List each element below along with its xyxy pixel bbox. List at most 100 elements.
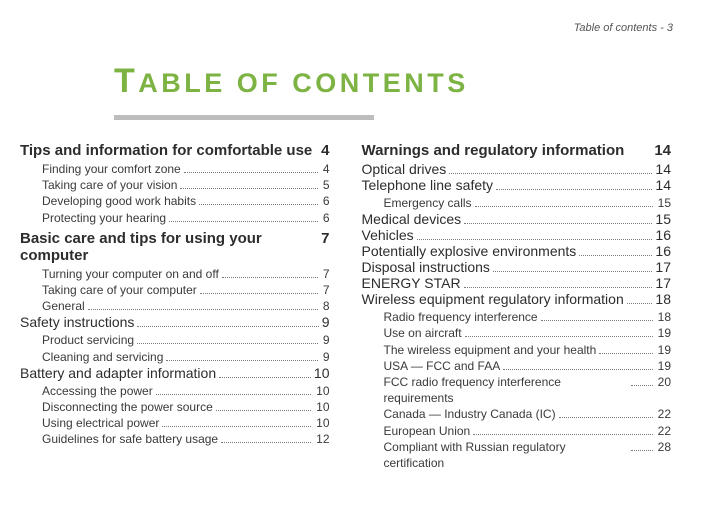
toc-entry: Taking care of your computer 7: [42, 282, 330, 298]
toc-entry: USA — FCC and FAA 19: [384, 358, 672, 374]
sub-page: 16: [655, 243, 671, 259]
leader-dots: [631, 377, 653, 386]
entry-label: Radio frequency interference: [384, 309, 538, 325]
leader-dots: [464, 277, 653, 289]
leader-dots: [166, 351, 317, 360]
toc-entry: Turning your computer on and off7: [42, 266, 330, 282]
running-head: Table of contents - 3: [18, 22, 673, 34]
toc-section: Tips and information for comfortable use…: [20, 142, 330, 159]
sub-label: Disposal instructions: [362, 259, 490, 275]
entry-label: Product servicing: [42, 332, 134, 348]
toc-entry: European Union22: [384, 423, 672, 439]
sub-page: 15: [655, 211, 671, 227]
toc-entry: Radio frequency interference18: [384, 309, 672, 325]
toc-subsection: Telephone line safety14: [362, 177, 672, 193]
toc-subsection: Optical drives 14: [362, 161, 672, 177]
entry-page: 6: [321, 193, 330, 209]
entry-page: 28: [656, 439, 671, 455]
sub-label: Vehicles: [362, 227, 414, 243]
entry-label: European Union: [384, 423, 471, 439]
col-left: Tips and information for comfortable use…: [20, 142, 330, 471]
entry-label: FCC radio frequency interference require…: [384, 374, 628, 406]
entry-label: Accessing the power: [42, 383, 153, 399]
toc-entry: FCC radio frequency interference require…: [384, 374, 672, 406]
entry-label: USA — FCC and FAA: [384, 358, 501, 374]
title-cap-1: T: [114, 62, 138, 100]
sub-label: Wireless equipment regulatory informatio…: [362, 291, 624, 307]
entry-label: Finding your comfort zone: [42, 161, 181, 177]
leader-dots: [579, 245, 652, 257]
toc-subsection: Safety instructions9: [20, 314, 330, 330]
toc-entry: Disconnecting the power source10: [42, 399, 330, 415]
toc-entry: Accessing the power 10: [42, 383, 330, 399]
doc-title: TABLE OF CONTENTS: [114, 62, 673, 101]
toc-entry: Cleaning and servicing9: [42, 349, 330, 365]
entry-label: Compliant with Russian regulatory certif…: [384, 439, 628, 471]
leader-dots: [449, 163, 652, 175]
section-title: Tips and information for comfortable use: [20, 142, 312, 159]
toc-subsection: Vehicles16: [362, 227, 672, 243]
toc-entry: Compliant with Russian regulatory certif…: [384, 439, 672, 471]
toc-subsection: Wireless equipment regulatory informatio…: [362, 291, 672, 307]
leader-dots: [599, 344, 652, 353]
leader-dots: [465, 328, 653, 337]
toc-subsection: Potentially explosive environments 16: [362, 243, 672, 259]
sub-label: Optical drives: [362, 161, 447, 177]
section-title: Warnings and regulatory information: [362, 142, 625, 159]
sub-page: 14: [655, 161, 671, 177]
entry-page: 10: [314, 383, 329, 399]
entry-page: 12: [314, 431, 329, 447]
sub-page: 9: [322, 314, 330, 330]
entry-page: 8: [321, 298, 330, 314]
entry-label: Use on aircraft: [384, 325, 462, 341]
leader-dots: [541, 312, 653, 321]
leader-dots: [496, 179, 652, 191]
entry-page: 10: [314, 415, 329, 431]
leader-dots: [162, 418, 311, 427]
leader-dots: [493, 261, 653, 273]
entry-page: 20: [656, 374, 671, 390]
entry-page: 5: [321, 177, 330, 193]
entry-label: Using electrical power: [42, 415, 159, 431]
entry-page: 22: [656, 406, 671, 422]
leader-dots: [631, 441, 653, 450]
toc-entry: Protecting your hearing6: [42, 210, 330, 226]
toc-entry: Product servicing9: [42, 332, 330, 348]
section-page: 14: [654, 142, 671, 159]
entry-page: 7: [321, 282, 330, 298]
toc-entry: Taking care of your vision 5: [42, 177, 330, 193]
leader-dots: [417, 229, 653, 241]
col-right: Warnings and regulatory information 14 O…: [362, 142, 672, 471]
toc-subsection: ENERGY STAR17: [362, 275, 672, 291]
entry-label: General: [42, 298, 85, 314]
entry-label: The wireless equipment and your health: [384, 342, 597, 358]
toc-subsection: Disposal instructions17: [362, 259, 672, 275]
toc-entry: The wireless equipment and your health19: [384, 342, 672, 358]
leader-dots: [200, 285, 318, 294]
toc-entry: Canada — Industry Canada (IC)22: [384, 406, 672, 422]
entry-page: 6: [321, 210, 330, 226]
sub-label: Medical devices: [362, 211, 462, 227]
toc-entry: Using electrical power 10: [42, 415, 330, 431]
title-rest-2: CONTENTS: [292, 68, 469, 98]
toc-entry: Emergency calls15: [384, 195, 672, 211]
entry-label: Taking care of your computer: [42, 282, 197, 298]
section-page: 7: [321, 230, 329, 247]
toc-section: Warnings and regulatory information 14: [362, 142, 672, 159]
sub-page: 14: [655, 177, 671, 193]
title-rest-1: ABLE: [138, 68, 226, 98]
entry-page: 19: [656, 358, 671, 374]
leader-dots: [137, 335, 318, 344]
leader-dots: [475, 198, 653, 207]
leader-dots: [222, 268, 318, 277]
leader-dots: [199, 196, 318, 205]
leader-dots: [219, 366, 311, 378]
leader-dots: [184, 164, 318, 173]
entry-page: 10: [314, 399, 329, 415]
sub-label: Potentially explosive environments: [362, 243, 577, 259]
section-title: Basic care and tips for using your compu…: [20, 230, 321, 264]
entry-label: Taking care of your vision: [42, 177, 177, 193]
toc-entry: Use on aircraft19: [384, 325, 672, 341]
leader-dots: [559, 409, 653, 418]
page: Table of contents - 3 TABLE OF CONTENTS …: [0, 0, 709, 510]
